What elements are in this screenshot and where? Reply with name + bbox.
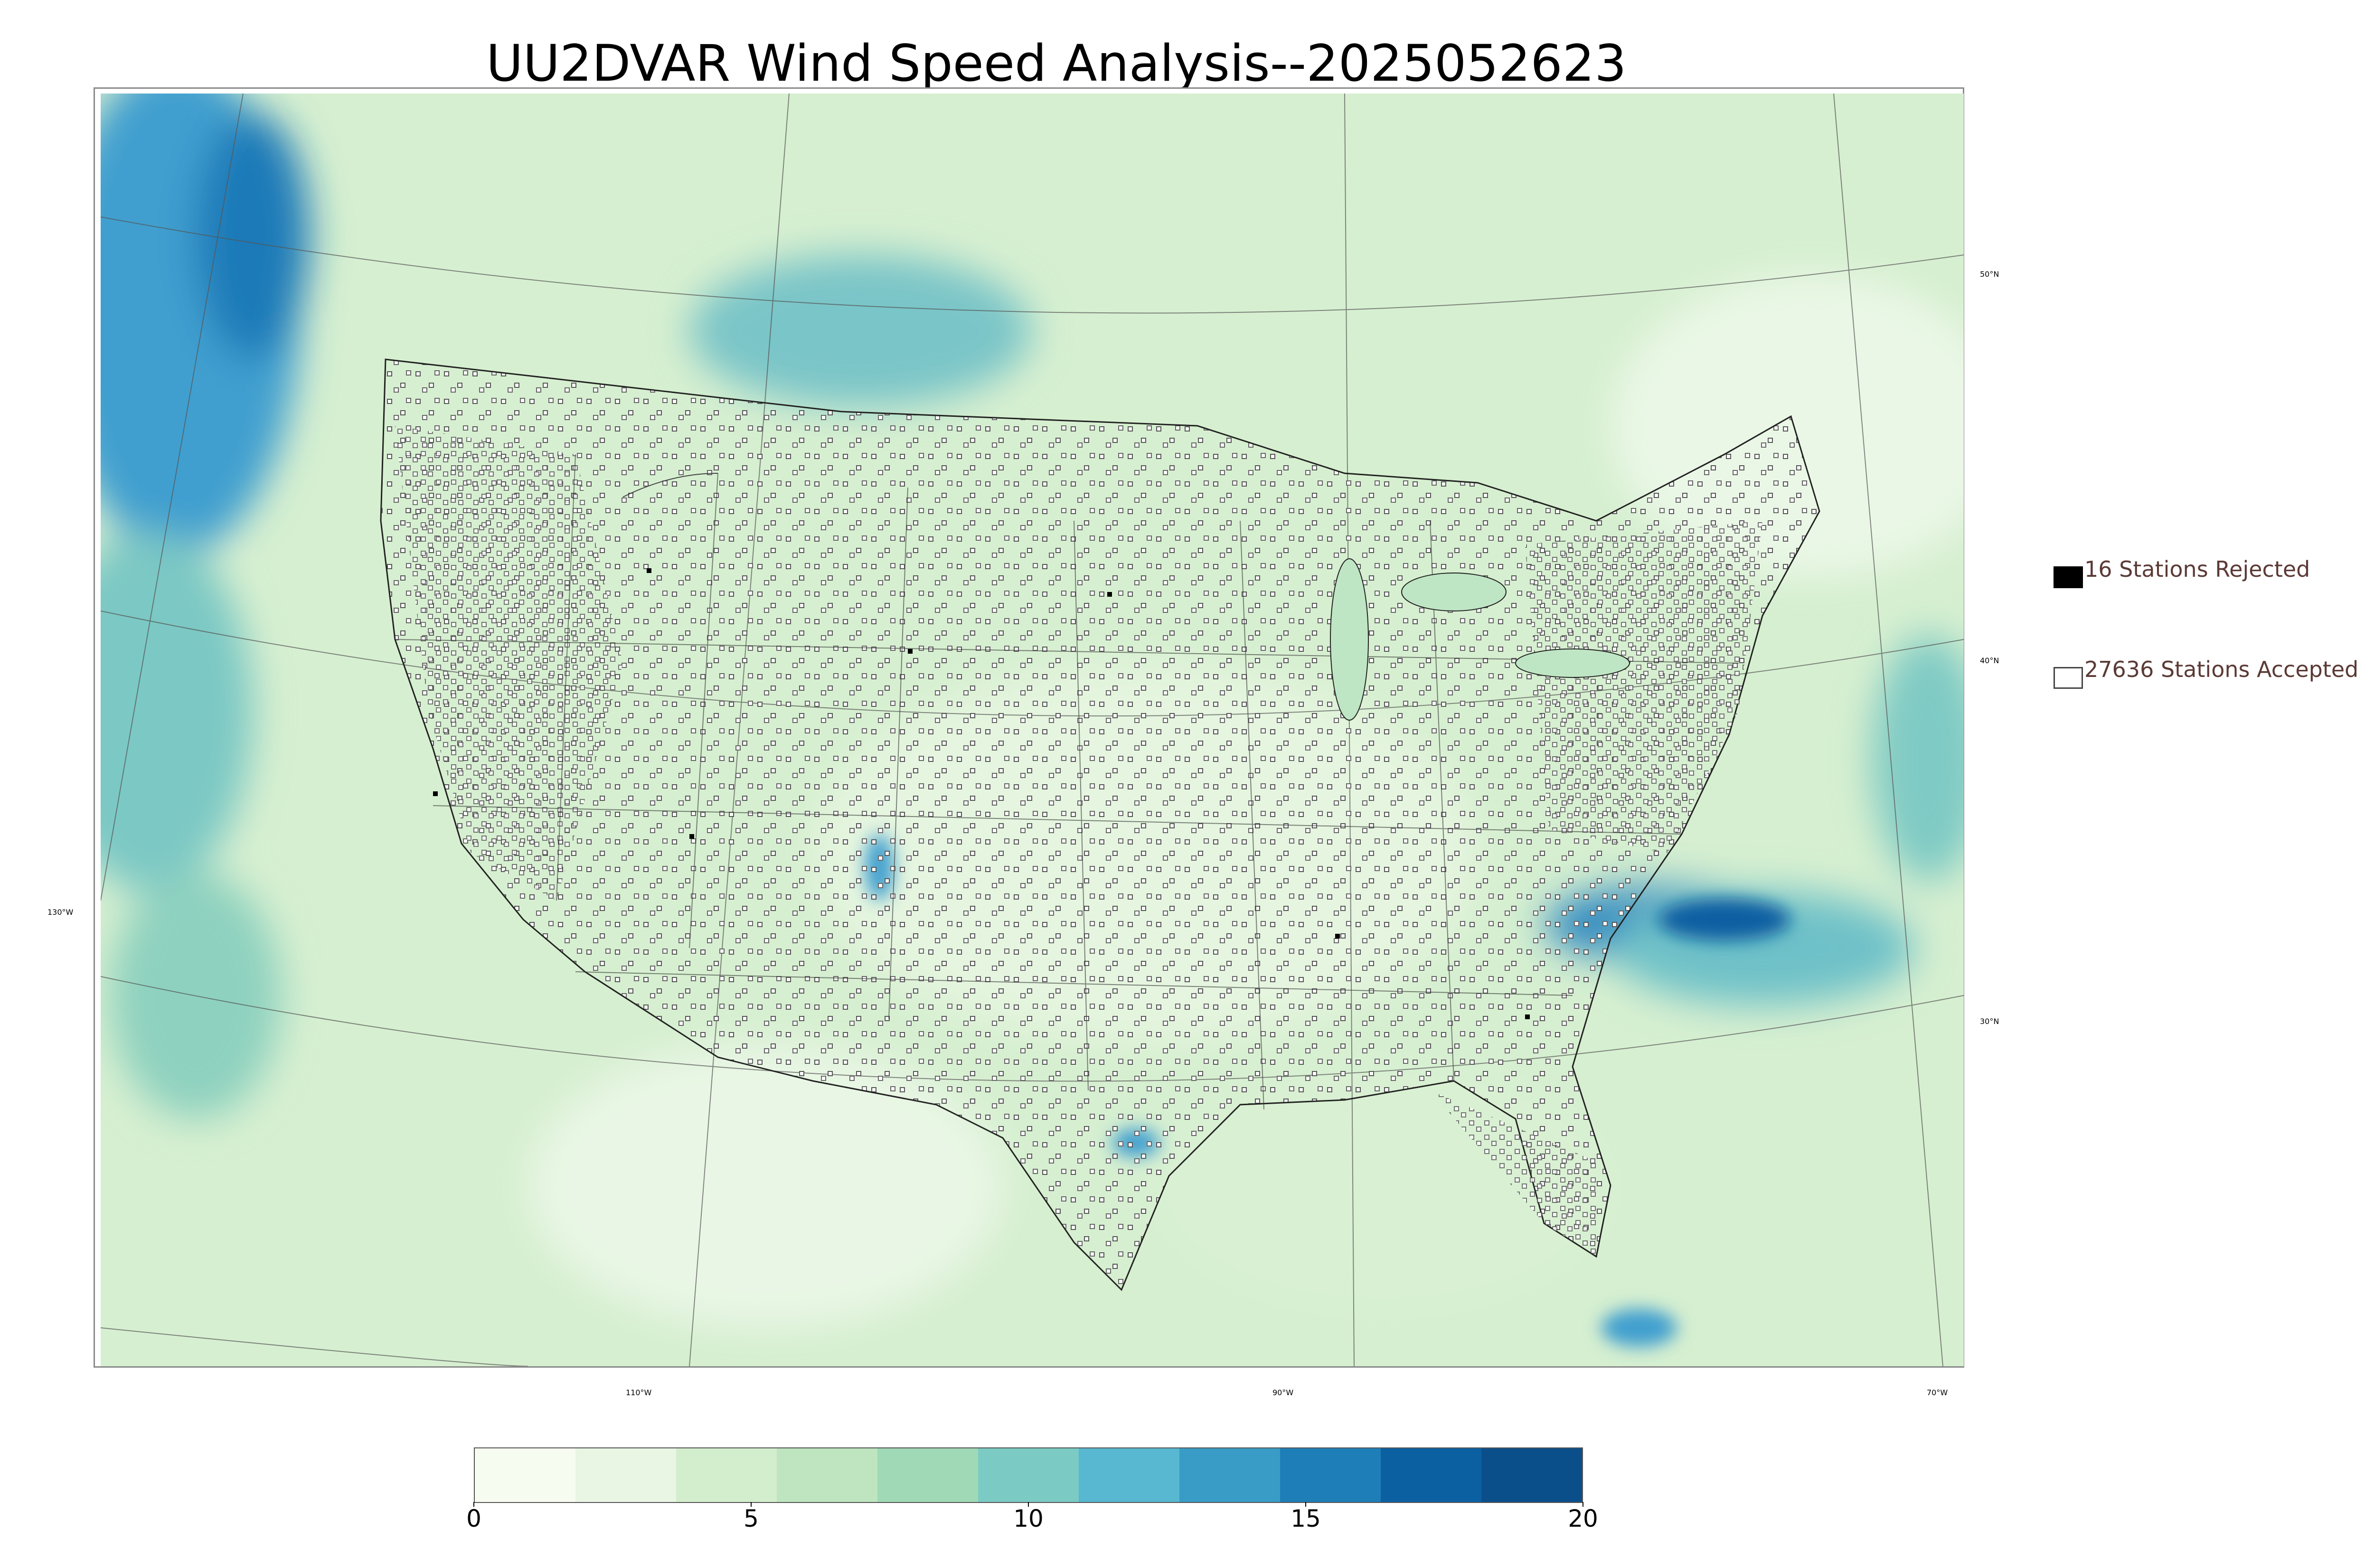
colorbar (474, 1447, 1583, 1503)
accepted-label: 27636 Stations Accepted (2084, 657, 2359, 682)
colorbar-segment (777, 1448, 877, 1502)
colorbar-segment (575, 1448, 676, 1502)
colorbar-tick-label: 5 (744, 1505, 759, 1532)
colorbar-tick (473, 1502, 474, 1507)
rejected-swatch (2054, 566, 2083, 588)
colorbar-segment (877, 1448, 978, 1502)
great-lakes (1330, 558, 1630, 721)
lon-label-70: 70°W (1927, 1388, 1948, 1397)
lon-label-130: 130°W (47, 908, 74, 917)
colorbar-tick-label: 15 (1291, 1505, 1321, 1532)
wind-speed-map[interactable] (101, 94, 1964, 1366)
lat-label-50: 50°N (1980, 270, 1999, 279)
colorbar-segment (1381, 1448, 1481, 1502)
accepted-swatch (2054, 667, 2083, 689)
colorbar-segment (1280, 1448, 1381, 1502)
lon-label-90: 90°W (1272, 1388, 1294, 1397)
colorbar-segment (475, 1448, 575, 1502)
state-boundaries (395, 454, 1739, 1110)
colorbar-tick (1305, 1502, 1306, 1507)
colorbar-tick-label: 0 (466, 1505, 481, 1532)
lat-label-30: 30°N (1980, 1017, 1999, 1026)
map-title: UU2DVAR Wind Speed Analysis--2025052623 (486, 34, 1627, 93)
colorbar-tick (751, 1502, 752, 1507)
colorbar-tick-label: 20 (1568, 1505, 1598, 1532)
colorbar-tick (1028, 1502, 1029, 1507)
rejected-label: 16 Stations Rejected (2084, 556, 2310, 582)
colorbar-tick-label: 10 (1013, 1505, 1044, 1532)
colorbar-segment (676, 1448, 777, 1502)
lat-label-40: 40°N (1980, 656, 1999, 665)
colorbar-segment (978, 1448, 1079, 1502)
colorbar-segment (1481, 1448, 1582, 1502)
colorbar-segment (1079, 1448, 1179, 1502)
colorbar-segment (1179, 1448, 1280, 1502)
rejected-stations (433, 568, 1530, 1019)
lon-label-110: 110°W (626, 1388, 652, 1397)
